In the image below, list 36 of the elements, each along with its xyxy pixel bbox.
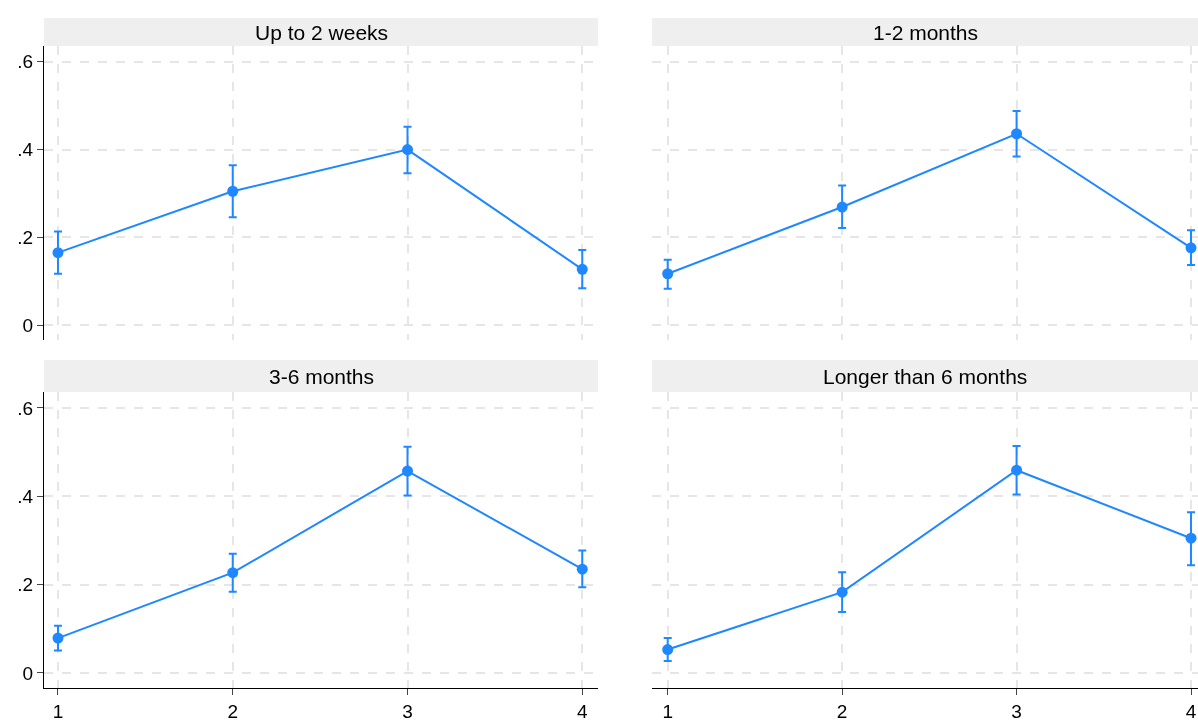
point [662, 268, 674, 280]
point [1185, 242, 1197, 254]
point [576, 563, 588, 575]
y-tick-label: .4 [17, 139, 34, 161]
x-tick-label: 3 [1011, 700, 1022, 722]
y-tick-label: .2 [17, 226, 34, 248]
point [52, 247, 64, 259]
chart-title: Longer than 6 months [823, 365, 1028, 388]
x-tick-label: 2 [227, 700, 239, 722]
y-tick-label: .2 [17, 574, 34, 596]
y-tick-label: .6 [17, 51, 34, 73]
y-tick-label: 0 [22, 314, 34, 336]
point [576, 263, 588, 275]
point [1011, 464, 1023, 476]
y-tick-label: 0 [22, 662, 34, 684]
y-tick-label: .4 [17, 485, 34, 507]
chart-title: Up to 2 weeks [255, 21, 389, 44]
x-tick-label: 1 [52, 700, 64, 722]
point [662, 644, 674, 656]
point [836, 586, 848, 598]
point [1011, 128, 1023, 140]
x-tick-label: 4 [1185, 700, 1197, 722]
x-tick-label: 3 [402, 700, 413, 722]
chart-title: 1-2 months [873, 21, 979, 44]
point [227, 185, 239, 197]
point [1185, 532, 1197, 544]
point [227, 567, 239, 579]
x-tick-label: 4 [576, 700, 588, 722]
point [402, 465, 414, 477]
point [836, 201, 848, 213]
x-tick-label: 2 [836, 700, 848, 722]
chart-title: 3-6 months [269, 365, 375, 388]
point [52, 632, 64, 644]
point [402, 144, 414, 156]
y-tick-label: .6 [17, 397, 34, 419]
x-tick-label: 1 [662, 700, 673, 722]
